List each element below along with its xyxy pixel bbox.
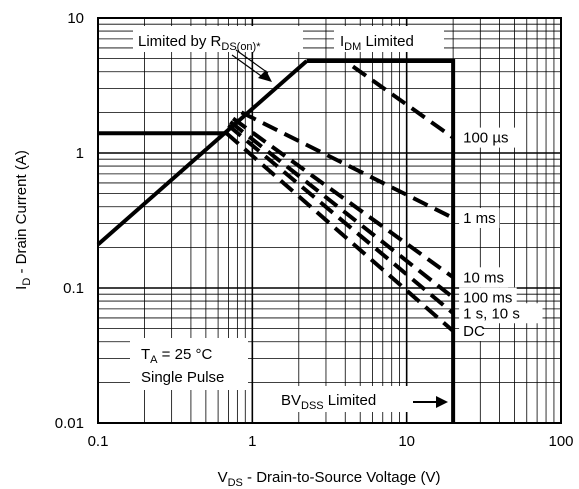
rds-arrow-2 — [235, 49, 269, 74]
idm-label: IDM Limited — [340, 33, 414, 53]
rds-arrow — [231, 54, 265, 79]
curve-label: 1 s, 10 s — [463, 305, 520, 322]
plot-frame — [97, 17, 562, 424]
curve-labels: 100 µs 1 ms 10 ms 100 ms1 s, 10 sDC — [459, 127, 543, 342]
curve-label: 100 ms — [463, 290, 512, 307]
x-tick-label: 1 — [248, 433, 256, 450]
y-tick-label: 0.01 — [55, 415, 84, 432]
curve-label-bg — [459, 303, 543, 324]
curve-label: 100 µs — [463, 130, 508, 147]
y-tick-label: 0.1 — [63, 280, 84, 297]
y-tick-label: 10 — [67, 10, 84, 27]
curve-label: DC — [463, 323, 485, 340]
rds-arrowhead — [258, 70, 272, 82]
single-pulse-label: Single Pulse — [141, 369, 224, 386]
curve-label: 1 ms — [463, 210, 496, 227]
rds-label: Limited by RDS(on)* — [138, 33, 261, 53]
series-line-6 — [231, 116, 455, 279]
series-line-7 — [229, 120, 455, 300]
series-line-9 — [225, 131, 455, 333]
rds-annotation: Limited by RDS(on)* — [133, 26, 303, 82]
x-tick-label: 0.1 — [88, 433, 109, 450]
bvdss-annotation: BVDSS Limited — [272, 386, 448, 412]
x-tick-label: 10 — [398, 433, 415, 450]
x-tick-label: 100 — [548, 433, 573, 450]
curve-label-bg — [459, 208, 500, 229]
series-line-1 — [96, 59, 309, 247]
series-line-4 — [306, 59, 455, 140]
idm-annotation: IDM Limited — [334, 26, 444, 53]
y-axis-label: ID - Drain Current (A) — [13, 150, 33, 290]
y-tick-label: 1 — [76, 145, 84, 162]
curve-label-bg — [459, 267, 509, 288]
grid — [98, 18, 561, 423]
series-line-5 — [240, 110, 455, 220]
series-lines — [96, 59, 456, 423]
bvdss-arrowhead — [436, 396, 448, 408]
series-line-2 — [306, 59, 456, 423]
curve-label-bg — [459, 287, 517, 308]
ta-label: TA = 25 °C — [141, 346, 212, 366]
bvdss-label: BVDSS Limited — [281, 392, 376, 412]
conditions-annotation: TA = 25 °C Single Pulse — [130, 338, 248, 390]
curve-label-bg — [459, 321, 483, 342]
curve-label: 10 ms — [463, 269, 504, 286]
x-axis-label: VDS - Drain-to-Source Voltage (V) — [218, 469, 441, 489]
curve-label-bg — [459, 127, 517, 148]
series-line-8 — [227, 123, 455, 315]
